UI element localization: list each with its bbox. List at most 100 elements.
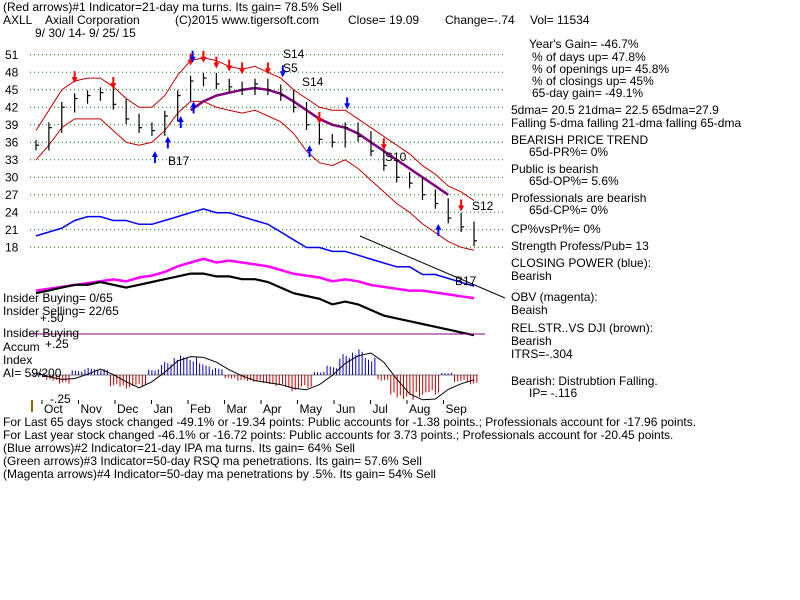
itrs-value: ITRS=-.304 <box>511 347 573 361</box>
obv-status: Beaish <box>511 303 548 317</box>
accum-index-bars <box>30 349 478 401</box>
blue-arrow-up <box>164 136 171 143</box>
closings-up: % of closings up= 45% <box>532 74 654 88</box>
signal-s14a: S14 <box>283 47 305 61</box>
date-range: 9/ 30/ 14- 9/ 25/ 15 <box>35 26 136 40</box>
blue-arrow-up <box>177 116 184 122</box>
price-tick-label: 51 <box>5 48 19 62</box>
month-label: Oct <box>44 402 63 416</box>
month-label: Feb <box>190 402 211 416</box>
lower-band-line <box>35 100 475 251</box>
signal-b17a: B17 <box>168 154 190 168</box>
years-gain: Year's Gain= -46.7% <box>529 37 639 51</box>
red-arrow-down <box>380 144 387 151</box>
relstr-path <box>35 272 475 337</box>
footer-line3: (Blue arrows)#2 Indicator=21-day IPA ma … <box>3 441 355 455</box>
misc-lines <box>30 235 506 412</box>
month-label: Sep <box>446 402 468 416</box>
accum-label: Accum <box>3 340 40 354</box>
insider-buying-label: Insider Buying <box>3 326 80 340</box>
relstr-status: Bearish <box>511 334 552 348</box>
cp-value: 65d-CP%= 0% <box>529 203 609 217</box>
strength-ratio: Strength Profess/Pub= 13 <box>511 239 649 253</box>
red-arrow-down <box>264 68 271 75</box>
blue-arrow-up <box>306 145 313 152</box>
trend-line <box>359 235 506 299</box>
month-label: Dec <box>117 402 138 416</box>
openings-up: % of openings up= 45.8% <box>532 62 670 76</box>
blue-arrow-up <box>435 223 442 230</box>
scale-plus25: +.25 <box>45 337 69 351</box>
upper-band-line <box>35 57 475 202</box>
days-up: % of days up= 47.8% <box>532 50 646 64</box>
bollinger-bands <box>35 57 475 251</box>
red-arrow-down <box>110 83 117 89</box>
ai-value: AI= 59/200 <box>3 366 62 380</box>
gain-65: 65-day gain= -49.1% <box>532 86 644 100</box>
month-label: Jan <box>154 402 173 416</box>
closing-power-status: Bearish <box>511 269 552 283</box>
closing-power-label: CLOSING POWER (blue): <box>511 256 652 270</box>
month-label: Mar <box>227 402 248 416</box>
header-line1: (Red arrows)#1 Indicator=21-day ma turns… <box>3 0 342 14</box>
blue-arrow-up <box>190 101 197 108</box>
insider-buying: Insider Buying= 0/65 <box>3 291 113 305</box>
red-arrow-down <box>316 118 323 124</box>
month-label: Jun <box>336 402 355 416</box>
red-arrow-down <box>200 56 207 63</box>
obv-line <box>35 257 475 300</box>
signal-s10: S10 <box>385 150 407 164</box>
month-label: Aug <box>409 402 430 416</box>
red-arrow-down <box>71 77 78 84</box>
red-arrow-down <box>226 65 233 72</box>
price-tick-label: 45 <box>5 83 19 97</box>
professionals-bearish: Professionals are bearish <box>511 191 647 205</box>
falling-dma: Falling 5-dma falling 21-dma falling 65-… <box>511 116 742 130</box>
insider-selling: Insider Selling= 22/65 <box>3 304 119 318</box>
scale-minus25: -.25 <box>50 392 71 406</box>
price-tick-label: 39 <box>5 118 19 132</box>
signal-s12: S12 <box>472 199 494 213</box>
bearish-trend: BEARISH PRICE TREND <box>511 133 649 147</box>
blue-arrow-up <box>151 151 158 157</box>
change: Change=-.74 <box>445 13 515 27</box>
distribution-status: Bearish: Distrubtion Falling. <box>511 374 658 388</box>
ip-value: IP= -.116 <box>529 386 578 400</box>
month-label: Nov <box>81 402 102 416</box>
blue-arrow-down <box>279 71 286 78</box>
price-tick-label: 36 <box>5 135 19 149</box>
price-tick-label: 21 <box>5 223 19 237</box>
price-tick-label: 30 <box>5 170 19 184</box>
signal-arrows <box>71 50 465 236</box>
blue-arrow-down <box>344 103 351 110</box>
signal-s14b: S14 <box>302 75 324 89</box>
obv-label: OBV (magenta): <box>511 290 598 304</box>
price-tick-label: 33 <box>5 153 19 167</box>
cp-vs-pr: CP%vsPr%= 0% <box>511 222 601 236</box>
copyright: (C)2015 www.tigersoft.com <box>175 13 320 27</box>
index-label: Index <box>3 353 33 367</box>
pr-value: 65d-PR%= 0% <box>529 145 609 159</box>
op-value: 65d-OP%= 5.6% <box>529 174 619 188</box>
obv-path <box>35 257 475 300</box>
month-label: Jul <box>373 402 388 416</box>
footer-line1: For Last 65 days stock changed -49.1% or… <box>3 415 697 429</box>
month-label: May <box>300 402 323 416</box>
relstr-line <box>35 272 475 337</box>
company-name: Axiall Corporation <box>45 13 140 27</box>
month-axis-labels: Oct Nov Dec Jan Feb Mar Apr May Jun Jul Aug Sep <box>41 400 468 416</box>
price-tick-label: 24 <box>5 205 19 219</box>
month-label: Apr <box>263 402 282 416</box>
dma-values: 5dma= 20.5 21dma= 22.5 65dma=27.9 <box>511 103 719 117</box>
ticker: AXLL <box>3 13 33 27</box>
relstr-label: REL.STR..VS DJI (brown): <box>511 321 654 335</box>
price-tick-label: 42 <box>5 100 19 114</box>
accum-ma-path <box>35 352 475 401</box>
price-tick-label: 48 <box>5 65 19 79</box>
price-tick-label: 18 <box>5 240 19 254</box>
signal-b17b: B17 <box>455 274 477 288</box>
footer-line4: (Green arrows)#3 Indicator=50-day RSQ ma… <box>3 454 422 468</box>
volume: Vol= 11534 <box>530 13 590 27</box>
red-arrow-down <box>458 205 465 212</box>
